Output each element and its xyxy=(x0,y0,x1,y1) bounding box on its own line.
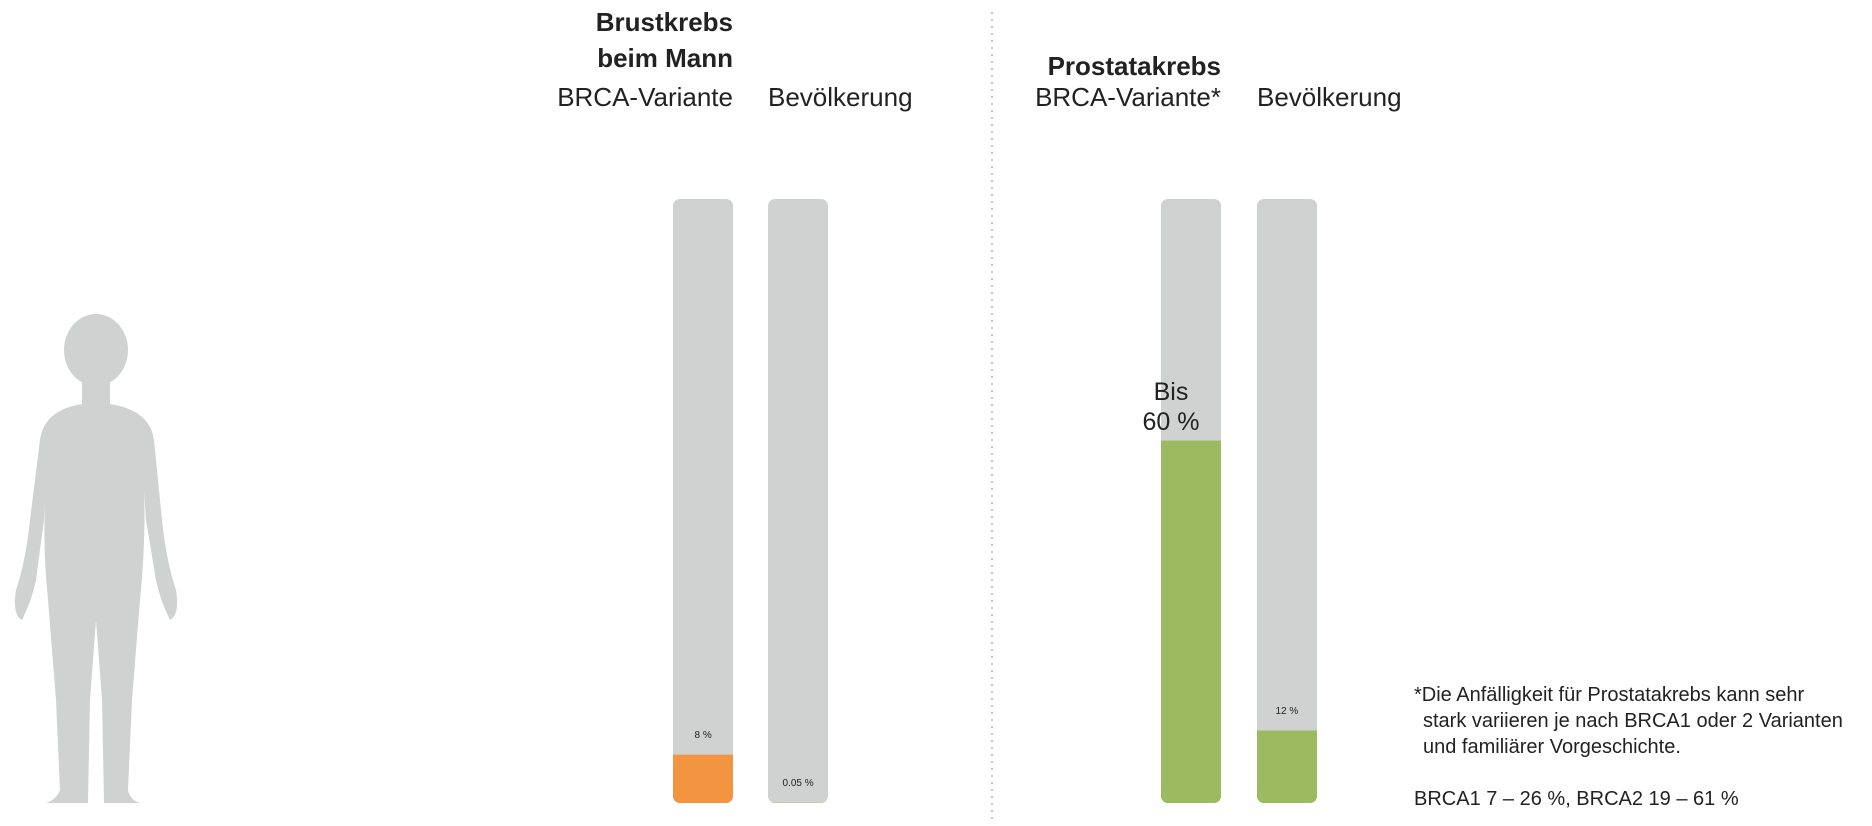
bar xyxy=(673,754,733,803)
bar-track xyxy=(768,199,828,803)
category-label: BRCA-Variante* xyxy=(1035,82,1221,112)
footnote: stark variieren je nach BRCA1 oder 2 Var… xyxy=(1423,710,1843,732)
category-label: Bevölkerung xyxy=(1257,82,1402,112)
chart-title: Prostatakrebs xyxy=(1047,51,1221,81)
bar-track xyxy=(1257,199,1317,803)
bar xyxy=(1257,730,1317,803)
value-label: Bis 60 % xyxy=(1142,377,1200,436)
bar xyxy=(1161,440,1221,803)
category-label: Bevölkerung xyxy=(768,82,913,112)
bar-track xyxy=(673,199,733,803)
value-label: 8 % xyxy=(694,729,712,741)
range-note: BRCA1 7 – 26 %, BRCA2 19 – 61 % xyxy=(1414,788,1739,810)
footnote: *Die Anfälligkeit für Prostatakrebs kann… xyxy=(1414,684,1805,706)
male-silhouette xyxy=(14,314,178,803)
value-label: 0.05 % xyxy=(782,777,814,789)
chart-title: Brustkrebs beim Mann xyxy=(595,7,733,73)
value-label: 12 % xyxy=(1275,705,1299,717)
footnote: und familiärer Vorgeschichte. xyxy=(1423,736,1681,758)
category-label: BRCA-Variante xyxy=(557,82,733,112)
